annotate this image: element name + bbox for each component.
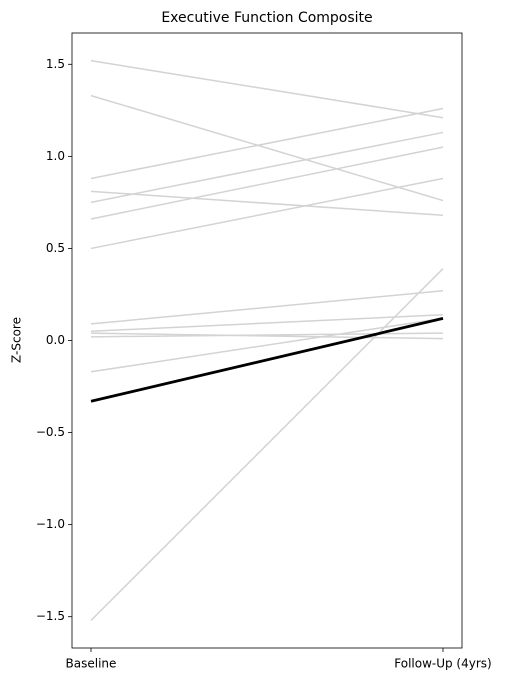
chart-title: Executive Function Composite <box>161 10 372 26</box>
x-tick-label: Baseline <box>66 657 117 671</box>
series-line <box>90 107 444 180</box>
series-line <box>90 59 444 119</box>
y-tick-label: −1.5 <box>36 609 65 623</box>
x-tick-label: Follow-Up (4yrs) <box>394 657 491 671</box>
plot-frame <box>71 32 463 649</box>
y-tick-label: −1.0 <box>36 517 65 531</box>
series-line <box>90 317 444 403</box>
y-tick-label: 1.0 <box>46 149 65 163</box>
series-line <box>90 332 444 338</box>
series-line <box>90 190 444 217</box>
series-line <box>90 317 444 373</box>
series-line <box>90 146 444 220</box>
y-tick-label: 0.5 <box>46 241 65 255</box>
series-line <box>90 131 444 204</box>
y-tick-label: 0.0 <box>46 333 65 347</box>
series-line <box>90 177 444 250</box>
y-tick-label: −0.5 <box>36 425 65 439</box>
series-line <box>90 94 444 202</box>
y-axis-label: Z-Score <box>10 317 24 363</box>
series-line <box>90 332 444 340</box>
series-line <box>90 268 444 621</box>
series-line <box>90 313 444 333</box>
y-tick-label: 1.5 <box>46 57 65 71</box>
series-line <box>90 290 444 325</box>
